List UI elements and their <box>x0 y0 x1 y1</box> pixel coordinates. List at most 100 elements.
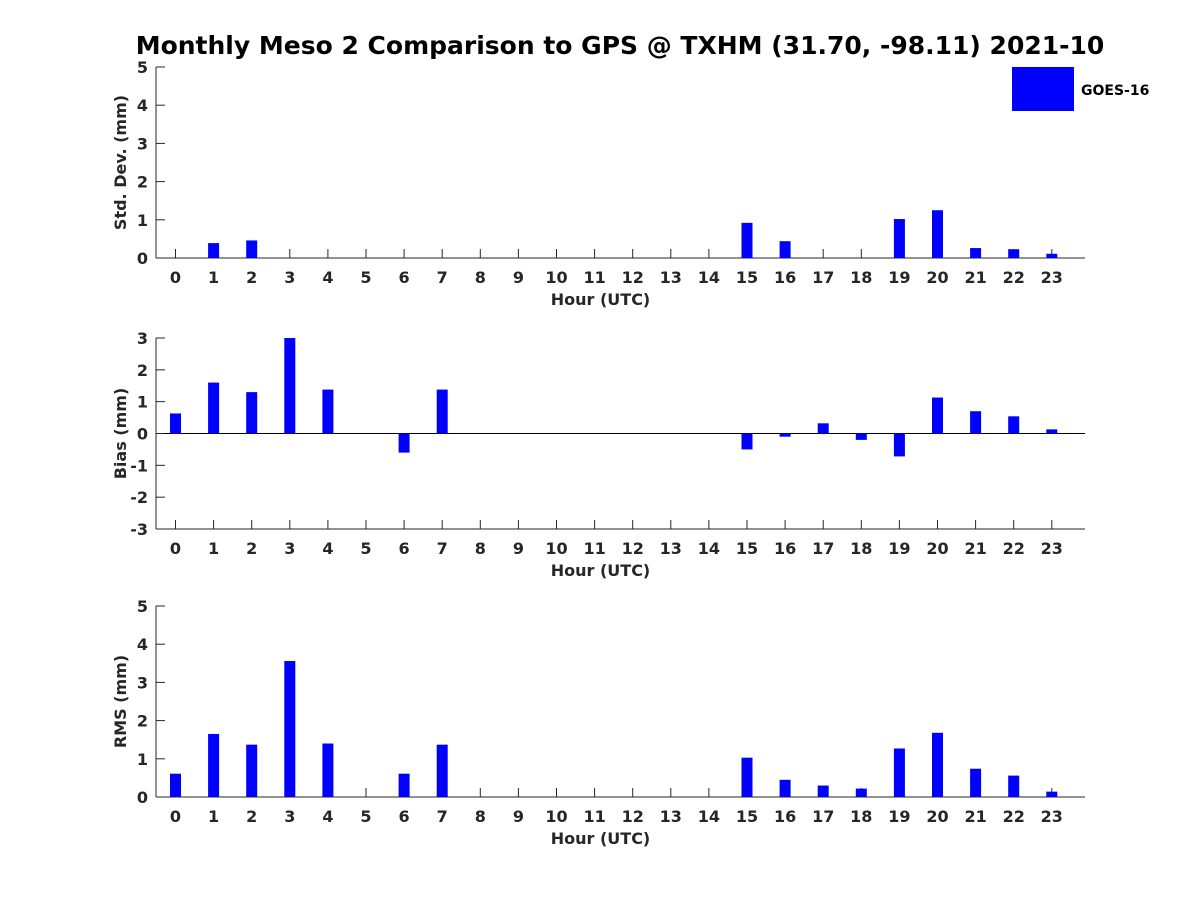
x-tick-label: 13 <box>660 539 682 558</box>
x-tick-label: 1 <box>208 807 219 826</box>
y-tick-label: 5 <box>137 58 148 77</box>
x-tick-label: 3 <box>284 539 295 558</box>
bar-hour-20 <box>932 210 943 258</box>
y-tick-label: 2 <box>137 173 148 192</box>
bar-hour-22 <box>1008 249 1020 258</box>
x-tick-label: 18 <box>850 268 872 287</box>
bar-hour-22 <box>1008 775 1020 797</box>
x-tick-label: 16 <box>774 268 796 287</box>
bar-hour-1 <box>208 382 220 434</box>
chart-title: Monthly Meso 2 Comparison to GPS @ TXHM … <box>136 31 1105 60</box>
legend-label: GOES-16 <box>1081 83 1149 99</box>
x-tick-label: 14 <box>698 268 720 287</box>
x-tick-label: 11 <box>583 539 605 558</box>
x-tick-label: 4 <box>322 539 333 558</box>
y-tick-label: 3 <box>137 673 148 692</box>
x-tick-label: 7 <box>437 539 448 558</box>
bar-hour-1 <box>208 243 220 258</box>
bar-hour-17 <box>817 423 829 434</box>
y-tick-label: 1 <box>137 393 148 412</box>
y-tick-label: 4 <box>137 635 148 654</box>
x-tick-label: 12 <box>622 807 644 826</box>
x-tick-label: 23 <box>1041 807 1063 826</box>
x-tick-label: 6 <box>399 268 410 287</box>
legend: GOES-16 <box>1012 67 1149 111</box>
bar-hour-3 <box>284 661 296 797</box>
x-axis-label: Hour (UTC) <box>551 290 651 309</box>
bar-hour-22 <box>1008 416 1020 434</box>
bar-hour-15 <box>741 222 753 258</box>
x-tick-label: 16 <box>774 807 796 826</box>
bar-hour-2 <box>246 744 258 797</box>
x-tick-label: 17 <box>812 268 834 287</box>
x-axis-label: Hour (UTC) <box>551 561 651 580</box>
y-tick-label: -1 <box>130 456 148 475</box>
x-tick-label: 12 <box>622 268 644 287</box>
x-tick-label: 9 <box>513 539 524 558</box>
bar-hour-7 <box>436 389 448 434</box>
bar-hour-2 <box>246 240 258 258</box>
x-tick-label: 11 <box>583 268 605 287</box>
y-tick-label: 2 <box>137 361 148 380</box>
x-tick-label: 17 <box>812 539 834 558</box>
x-tick-label: 1 <box>208 268 219 287</box>
bar-hour-21 <box>970 411 982 434</box>
x-tick-label: 13 <box>660 807 682 826</box>
x-tick-label: 7 <box>437 807 448 826</box>
y-tick-label: 1 <box>137 211 148 230</box>
y-axis-label: Std. Dev. (mm) <box>111 95 130 230</box>
y-tick-label: 5 <box>137 597 148 616</box>
x-tick-label: 12 <box>622 539 644 558</box>
x-tick-label: 10 <box>545 268 567 287</box>
bar-hour-6 <box>398 773 410 797</box>
x-tick-label: 10 <box>545 539 567 558</box>
bar-hour-1 <box>208 733 220 797</box>
legend-swatch <box>1012 67 1074 111</box>
bar-hour-3 <box>284 338 296 434</box>
x-tick-label: 14 <box>698 807 720 826</box>
x-tick-label: 11 <box>583 807 605 826</box>
x-tick-label: 4 <box>322 807 333 826</box>
bar-hour-18 <box>855 788 867 797</box>
x-tick-label: 6 <box>399 539 410 558</box>
x-tick-label: 1 <box>208 539 219 558</box>
x-tick-label: 13 <box>660 268 682 287</box>
x-axis-label: Hour (UTC) <box>551 829 651 848</box>
x-tick-label: 2 <box>246 807 257 826</box>
x-tick-label: 8 <box>475 268 486 287</box>
x-tick-label: 3 <box>284 807 295 826</box>
bar-hour-16 <box>779 241 791 258</box>
y-tick-label: 2 <box>137 712 148 731</box>
x-tick-label: 2 <box>246 539 257 558</box>
x-tick-label: 22 <box>1003 539 1025 558</box>
x-tick-label: 19 <box>888 807 910 826</box>
x-tick-label: 23 <box>1041 539 1063 558</box>
x-tick-label: 18 <box>850 539 872 558</box>
x-tick-label: 8 <box>475 807 486 826</box>
bar-hour-4 <box>322 389 334 434</box>
bar-hour-16 <box>779 779 791 797</box>
x-tick-label: 5 <box>360 268 371 287</box>
bar-hour-6 <box>398 433 410 453</box>
y-axis-label: Bias (mm) <box>111 388 130 480</box>
bar-hour-19 <box>893 433 905 457</box>
x-tick-label: 9 <box>513 807 524 826</box>
x-tick-label: 0 <box>170 539 181 558</box>
x-tick-label: 6 <box>399 807 410 826</box>
x-tick-label: 17 <box>812 807 834 826</box>
x-tick-label: 3 <box>284 268 295 287</box>
x-tick-label: 20 <box>926 539 948 558</box>
y-tick-label: -2 <box>130 488 148 507</box>
x-tick-label: 0 <box>170 268 181 287</box>
x-tick-label: 15 <box>736 539 758 558</box>
y-axis-label: RMS (mm) <box>111 655 130 748</box>
y-tick-label: 1 <box>137 750 148 769</box>
bar-hour-15 <box>741 757 753 797</box>
bar-hour-20 <box>932 732 943 797</box>
bar-hour-23 <box>1046 253 1058 258</box>
y-tick-label: -3 <box>130 520 148 539</box>
